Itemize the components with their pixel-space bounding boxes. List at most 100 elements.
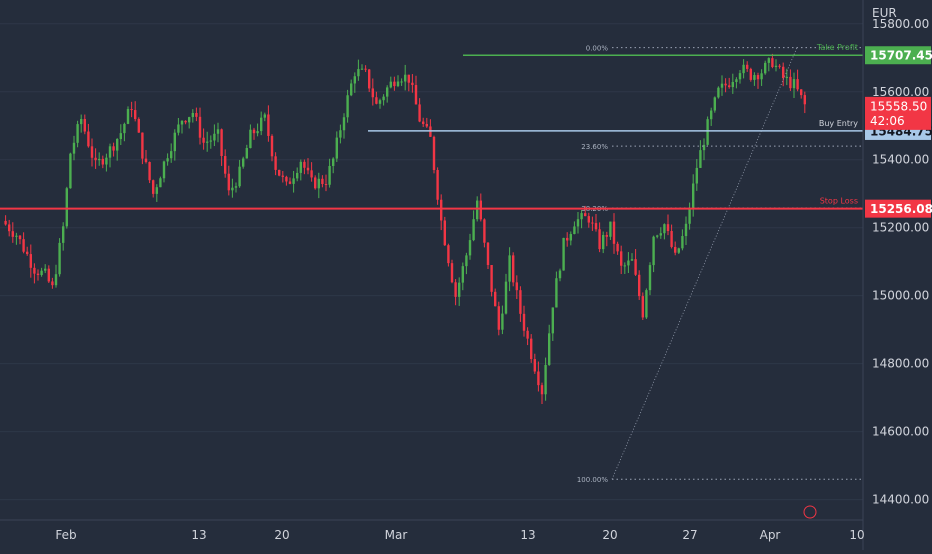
candle-body — [375, 97, 378, 104]
candle-body — [105, 157, 108, 165]
candle-body — [648, 265, 652, 291]
candle-body — [116, 139, 119, 151]
candle-body — [497, 306, 500, 330]
candle-body — [749, 68, 752, 80]
candle-body — [350, 83, 353, 96]
candle-body — [724, 83, 727, 86]
time-tick-label: Mar — [385, 528, 408, 542]
fib-label: 0.00% — [586, 45, 609, 53]
candle-body — [76, 124, 79, 143]
time-tick-label: Feb — [55, 528, 76, 542]
candle-body — [299, 161, 302, 173]
candle-body — [731, 82, 734, 88]
candle-body — [756, 75, 760, 80]
candle-body — [144, 158, 148, 163]
candle-body — [548, 333, 551, 365]
candle-body — [256, 131, 259, 134]
candle-body — [58, 242, 61, 275]
candle-body — [404, 74, 407, 82]
fib-label: 23.60% — [581, 143, 608, 151]
candle-body — [155, 187, 158, 194]
candle-body — [684, 223, 688, 237]
level-price-tag-label: 15707.45 — [870, 49, 932, 63]
candle-body — [659, 233, 662, 236]
candle-body — [310, 170, 313, 178]
candle-body — [774, 65, 778, 68]
level-name-label: Stop Loss — [820, 197, 858, 206]
candle-body — [670, 231, 673, 247]
candle-body — [418, 104, 421, 122]
time-tick-label: 27 — [682, 528, 697, 542]
candle-body — [702, 144, 706, 151]
price-tick-label: 14600.00 — [872, 425, 929, 439]
candle-body — [746, 64, 749, 69]
candle-body — [396, 81, 400, 87]
level-price-tag[interactable] — [865, 199, 931, 218]
candle-body — [8, 224, 11, 232]
candle-body — [508, 255, 511, 282]
candle-body — [18, 235, 22, 240]
candle-body — [537, 371, 540, 386]
candle-body — [141, 132, 144, 159]
candle-body — [216, 129, 220, 134]
candle-body — [576, 219, 580, 227]
candle-body — [735, 79, 738, 83]
candle-body — [112, 146, 115, 151]
candle-body — [465, 255, 468, 267]
candle-body — [29, 254, 32, 268]
candle-body — [80, 119, 83, 125]
candle-body — [357, 69, 360, 77]
candle-body — [270, 135, 274, 157]
candle-body — [134, 110, 137, 120]
level-price-tag[interactable] — [865, 46, 931, 65]
candle-body — [209, 140, 212, 142]
candle-body — [706, 119, 709, 145]
candle-body — [152, 180, 155, 194]
candle-body — [72, 142, 76, 154]
candle-body — [544, 364, 547, 395]
level-name-label: Buy Entry — [819, 119, 858, 128]
candle-body — [695, 167, 698, 184]
candle-body — [594, 223, 598, 230]
candle-body — [368, 69, 371, 89]
candle-body — [425, 123, 428, 127]
candle-body — [51, 281, 54, 286]
lightning-icon[interactable] — [803, 505, 817, 519]
candle-body — [126, 109, 130, 124]
candle-body — [177, 124, 180, 133]
candle-body — [346, 95, 349, 118]
candle-body — [407, 74, 410, 83]
candle-body — [573, 226, 576, 235]
time-axis[interactable]: Feb 13 20 Mar 13 20 27 Apr 10 — [0, 505, 865, 542]
candle-body — [458, 282, 461, 297]
candle-body — [605, 235, 608, 237]
last-price-tag[interactable] — [865, 96, 931, 130]
candle-body — [371, 88, 374, 98]
candle-body — [202, 137, 205, 143]
candle-body — [130, 109, 133, 111]
candle-body — [47, 268, 50, 282]
candle-body — [342, 117, 346, 131]
candle-body — [159, 178, 162, 188]
candle-body — [501, 313, 504, 330]
price-tick-label: 15600.00 — [872, 85, 929, 99]
candle-body — [663, 224, 666, 234]
currency-label: EUR — [872, 6, 897, 20]
candle-body — [803, 95, 806, 105]
candle-body — [652, 236, 655, 266]
candle-body — [533, 359, 536, 372]
candle-body — [386, 87, 389, 97]
candle-body — [123, 123, 126, 134]
candle-body — [314, 177, 317, 189]
candle-body — [710, 110, 713, 120]
candle-body — [609, 221, 612, 237]
candle-body — [688, 209, 691, 224]
candle-body — [490, 265, 493, 292]
candle-body — [245, 148, 248, 159]
candle-body — [764, 62, 767, 74]
